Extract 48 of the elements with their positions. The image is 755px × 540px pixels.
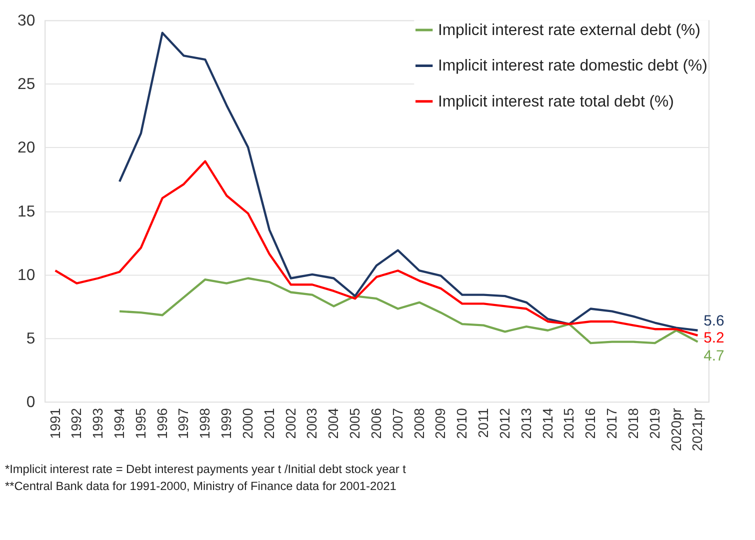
y-tick-label: 30 (18, 12, 36, 30)
x-tick-label: 1999 (218, 408, 234, 439)
x-tick-label: 2002 (282, 408, 298, 439)
x-tick-label: 2012 (496, 408, 512, 439)
y-tick-label: 10 (18, 266, 36, 284)
x-tick-label: 2014 (539, 408, 556, 439)
x-tick-label: 2018 (624, 408, 641, 439)
x-tick-label: 2003 (304, 408, 320, 439)
legend-label: Implicit interest rate external debt (%) (438, 22, 700, 39)
x-tick-label: 2004 (325, 408, 342, 439)
x-tick-label: 2019 (646, 408, 662, 439)
data-label: 4.7 (704, 348, 724, 365)
legend-label: Implicit interest rate total debt (%) (438, 93, 674, 110)
legend-label: Implicit interest rate domestic debt (%) (438, 58, 708, 75)
line-series (54, 160, 699, 337)
y-tick-label: 5 (26, 330, 36, 348)
x-tick-label: 2017 (604, 408, 620, 439)
x-tick-label: 2013 (518, 408, 534, 439)
text: **Central Bank data for 1991-2000, Ministry of Finance data for 2001-2021 (4, 478, 397, 493)
x-tick-label: 1991 (46, 408, 63, 439)
x-tick-label: 2001 (260, 408, 277, 439)
line-series (118, 277, 699, 344)
x-tick-label: 2008 (410, 408, 427, 439)
x-tick-label: 2007 (389, 408, 406, 439)
x-tick-label: 1996 (154, 408, 170, 439)
x-tick-label: 2011 (475, 408, 492, 438)
y-tick-label: 25 (18, 76, 36, 94)
data-label: 5.2 (704, 330, 724, 346)
x-tick-label: 1992 (68, 408, 84, 439)
x-tick-label: 1994 (110, 408, 127, 439)
data-label: 5.6 (704, 313, 724, 330)
x-tick-label: 2006 (368, 408, 384, 439)
x-tick-label: 2009 (432, 408, 448, 439)
y-tick-label: 20 (18, 140, 36, 157)
text: *Implicit interest rate = Debt interest payments year t /Initial debt stock year t (4, 462, 407, 476)
x-tick-label: 2020pr (668, 408, 684, 452)
x-tick-label: 2015 (560, 408, 577, 439)
x-tick-label: 2010 (454, 408, 470, 439)
y-tick-label: 0 (26, 394, 36, 412)
x-tick-label: 1993 (90, 408, 106, 439)
x-tick-label: 1998 (196, 408, 213, 439)
x-tick-label: 2000 (239, 408, 256, 439)
x-tick-label: 2021pr (689, 408, 706, 452)
x-tick-label: 1995 (132, 408, 148, 439)
y-tick-label: 15 (18, 203, 36, 220)
x-tick-label: 2005 (346, 408, 363, 439)
x-tick-label: 1997 (175, 408, 192, 439)
x-tick-label: 2016 (582, 408, 598, 439)
